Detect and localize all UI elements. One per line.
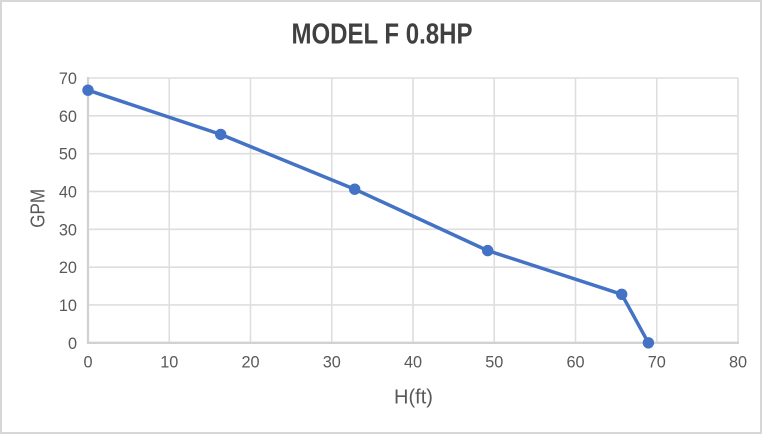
svg-text:MODEL F 0.8HP: MODEL F 0.8HP [292,19,473,51]
svg-text:40: 40 [404,353,422,371]
svg-text:10: 10 [160,353,178,371]
svg-text:70: 70 [648,353,666,371]
svg-text:0: 0 [83,353,92,371]
svg-text:20: 20 [59,259,77,277]
svg-text:50: 50 [59,146,77,164]
svg-text:70: 70 [59,70,77,88]
svg-text:30: 30 [59,221,77,239]
svg-text:10: 10 [59,297,77,315]
svg-text:30: 30 [323,353,341,371]
svg-text:40: 40 [59,184,77,202]
svg-text:50: 50 [485,353,503,371]
svg-text:H(ft): H(ft) [394,387,433,409]
svg-text:0: 0 [68,335,77,353]
svg-text:20: 20 [241,353,259,371]
svg-text:60: 60 [566,353,584,371]
svg-text:60: 60 [59,108,77,126]
svg-text:GPM: GPM [28,189,50,228]
svg-text:80: 80 [729,353,747,371]
